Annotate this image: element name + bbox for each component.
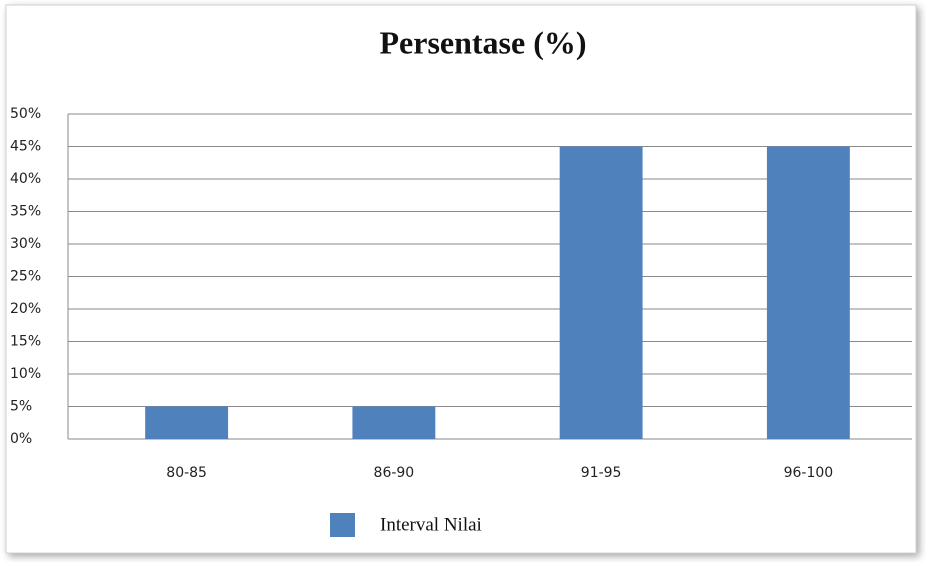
bar [145,406,229,439]
x-tick-label: 80-85 [166,465,207,481]
y-tick-label: 15% [10,334,41,350]
y-tick-label: 10% [10,366,41,382]
x-tick-label: 91-95 [581,465,622,481]
x-tick-label: 96-100 [784,465,834,481]
bar [766,146,850,439]
bar [559,146,643,439]
y-tick-label: 5% [10,399,32,415]
chart-frame [5,4,917,554]
x-tick-label: 86-90 [374,465,415,481]
y-tick-label: 40% [10,171,41,187]
y-tick-label: 0% [10,431,32,447]
y-tick-label: 30% [10,236,41,252]
y-tick-label: 50% [10,106,41,122]
y-tick-label: 20% [10,301,41,317]
bar [352,406,436,439]
y-tick-label: 35% [10,204,41,220]
legend-label: Interval Nilai [380,514,482,535]
y-tick-label: 45% [10,139,41,155]
chart-title: Persentase (%) [379,24,586,60]
legend-swatch [330,513,355,537]
y-tick-label: 25% [10,269,41,285]
